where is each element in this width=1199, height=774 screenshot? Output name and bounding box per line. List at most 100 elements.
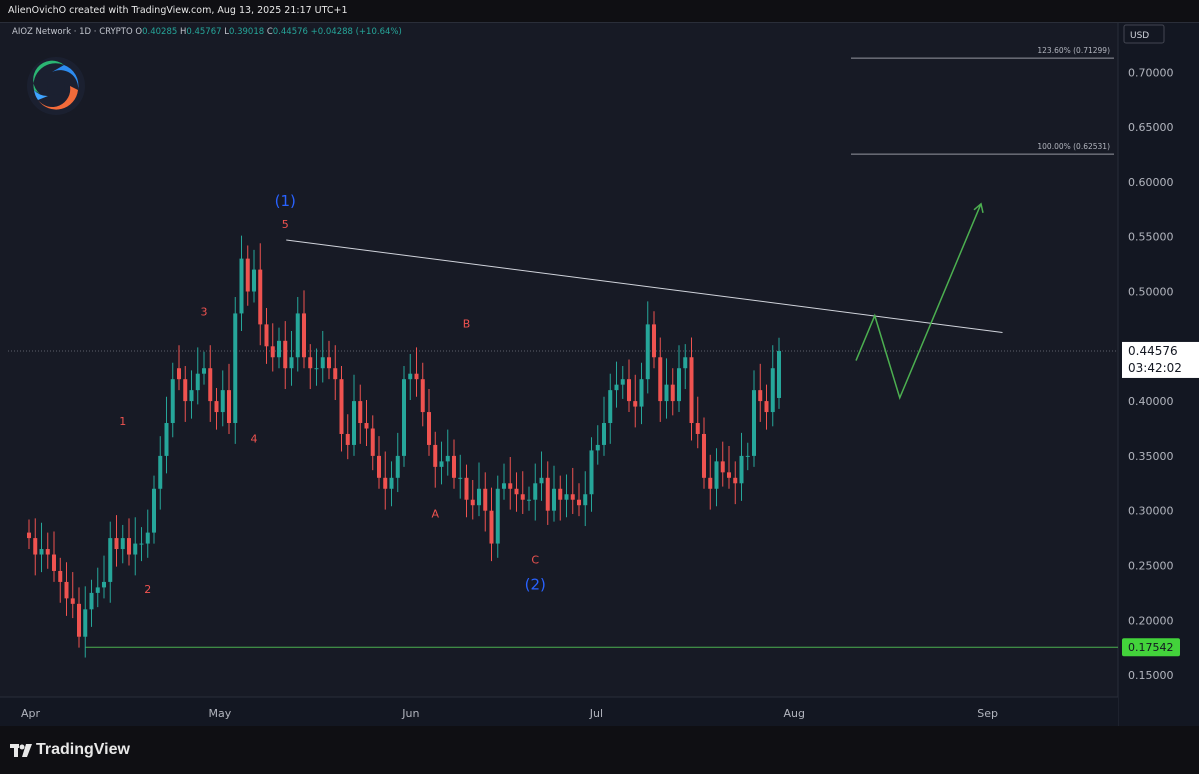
x-tick-label: Jul	[589, 707, 603, 720]
candle-body	[702, 433, 706, 478]
x-tick-label: May	[209, 707, 232, 720]
candle-body	[420, 379, 425, 413]
support-price-value: 0.17542	[1128, 641, 1174, 654]
wave-label: 1	[119, 415, 126, 428]
wave-label: 5	[282, 218, 289, 231]
candle-body	[720, 461, 725, 473]
candle-body	[752, 390, 756, 456]
current-price-tag[interactable]	[1122, 341, 1199, 378]
candle-body	[77, 603, 81, 637]
tradingview-brand-text: TradingView	[36, 741, 130, 758]
wave-label: (2)	[525, 576, 546, 594]
symbol-legend: AIOZ Network · 1D · CRYPTO O0.40285 H0.4…	[12, 27, 402, 37]
candle-body	[339, 379, 344, 434]
candle-body	[408, 373, 413, 380]
candle-body	[39, 549, 44, 555]
y-tick-label: 0.65000	[1128, 121, 1174, 134]
candle-body	[383, 477, 388, 489]
y-tick-label: 0.15000	[1128, 669, 1174, 682]
candle-body	[614, 384, 619, 391]
candle-body	[183, 379, 188, 402]
candle-body	[145, 532, 150, 544]
candle-body	[277, 340, 281, 358]
currency-box[interactable]	[1123, 24, 1165, 44]
candle-body	[45, 549, 50, 555]
candle-body	[333, 368, 338, 380]
y-tick-label: 0.20000	[1128, 614, 1174, 627]
candle-body	[527, 499, 531, 501]
y-tick-label: 0.40000	[1128, 395, 1174, 408]
candle-body	[195, 373, 200, 391]
currency-label: USD	[1130, 31, 1149, 41]
candle-body	[770, 368, 775, 413]
candle-body	[395, 455, 400, 478]
candle-body	[245, 258, 250, 292]
change-value: +0.04288 (+10.64%)	[310, 27, 402, 37]
y-tick-label: 0.60000	[1128, 176, 1174, 189]
aioz-logo-icon	[26, 56, 86, 120]
candle-body	[358, 401, 363, 424]
candle-body	[114, 538, 119, 550]
candle-body	[514, 488, 519, 495]
candle-body	[458, 477, 463, 479]
candle-body	[133, 543, 138, 555]
candle-body	[258, 269, 263, 325]
low-value: 0.39018	[228, 27, 265, 37]
candle-body	[189, 390, 194, 402]
close-value: 0.44576	[272, 27, 308, 37]
candle-body	[777, 350, 781, 398]
candle-body	[489, 510, 494, 544]
candle-body	[564, 494, 569, 500]
candle-body	[583, 494, 588, 506]
descending-trendline[interactable]	[286, 239, 1003, 333]
candle-body	[545, 477, 550, 511]
fib-level-label: 123.60% (0.71299)	[1037, 46, 1110, 55]
tradingview-logo-icon	[10, 742, 32, 764]
wave-label: 4	[251, 433, 258, 446]
candle-body	[652, 324, 656, 358]
candle-body	[764, 401, 769, 413]
candle-body	[139, 543, 144, 545]
symbol-title: AIOZ Network · 1D · CRYPTO	[12, 27, 133, 37]
chart-area[interactable]: USD 0.70000 0.65000 0.60000 0.55000 0.50000 0.…	[0, 22, 1199, 727]
y-tick-label: 0.35000	[1128, 450, 1174, 463]
projection-path[interactable]	[855, 203, 982, 401]
candle-body	[677, 368, 681, 402]
x-tick-label: Aug	[784, 707, 805, 720]
candle-body	[239, 258, 244, 314]
time-axis-panel[interactable]	[0, 697, 1118, 727]
candle-body	[370, 428, 375, 456]
candle-body	[377, 455, 381, 478]
candle-body	[414, 373, 419, 380]
candle-body	[220, 390, 225, 413]
candle-body	[202, 368, 206, 374]
candle-body	[445, 455, 450, 462]
candle-body	[595, 444, 600, 451]
top-bar: AlienOvichO created with TradingView.com…	[0, 0, 1199, 22]
candle-body	[627, 379, 631, 402]
candle-body	[477, 488, 481, 506]
candle-body	[233, 313, 238, 424]
candle-body	[670, 384, 675, 402]
candle-body	[320, 357, 325, 369]
candle-body	[727, 472, 731, 478]
candle-body	[158, 455, 163, 489]
candle-body	[483, 488, 488, 511]
candle-body	[389, 477, 394, 489]
candle-body	[633, 401, 638, 407]
close-label: C	[266, 27, 273, 37]
candle-body	[102, 581, 106, 588]
candle-body	[170, 379, 175, 424]
candle-body	[352, 401, 356, 445]
candle-body	[533, 483, 538, 500]
support-price-tag[interactable]	[1122, 638, 1180, 657]
price-chart[interactable]: USD 0.70000 0.65000 0.60000 0.55000 0.50000 0.…	[0, 23, 1199, 727]
wave-label: 3	[201, 306, 208, 319]
candle-body	[464, 477, 469, 500]
candle-body	[52, 554, 56, 571]
candle-body	[308, 357, 313, 369]
candle-body	[345, 433, 350, 445]
candle-body	[27, 532, 31, 539]
high-label: H	[179, 27, 187, 37]
candle-body	[295, 313, 300, 358]
